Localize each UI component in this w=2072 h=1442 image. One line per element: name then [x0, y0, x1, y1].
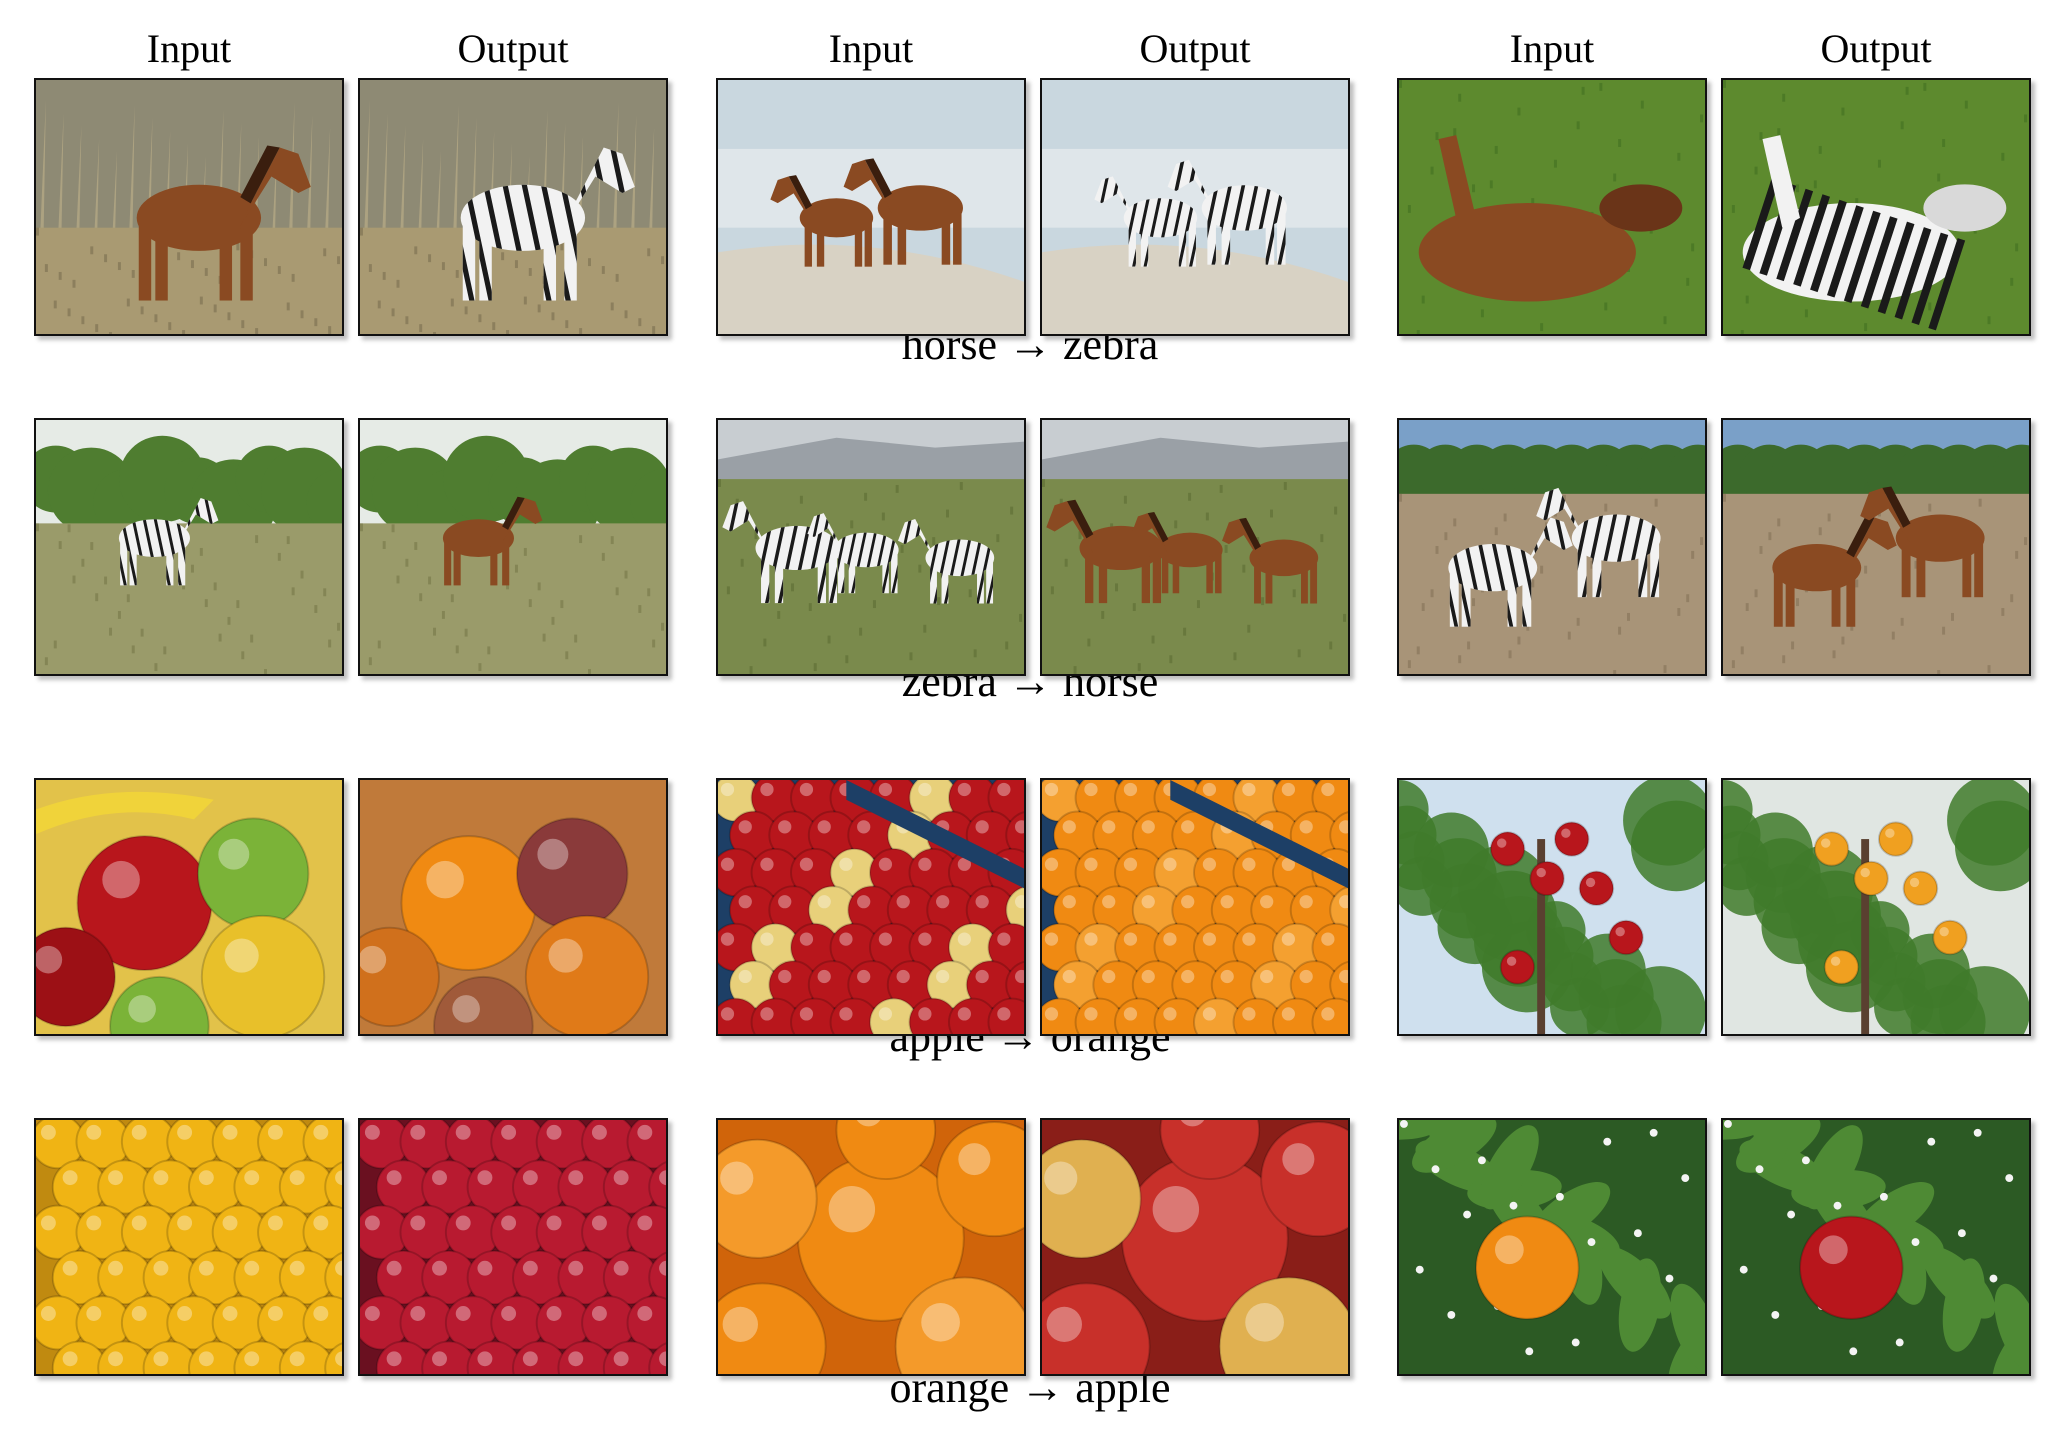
- output-image-apples-pile: [358, 1118, 668, 1376]
- output-image-horses-fighting: [1721, 418, 2031, 676]
- zebra-rolling-image: [1723, 80, 2029, 334]
- apple-tree-image: [1399, 780, 1705, 1034]
- output-image-oranges-crate: [1040, 778, 1350, 1036]
- column-header-output: Output: [1820, 26, 1932, 71]
- output-image-oranges-bowl: [358, 778, 668, 1036]
- column-header-input: Input: [146, 26, 232, 71]
- column-header-output: Output: [457, 26, 569, 71]
- horse-beach-image: [718, 80, 1024, 334]
- oranges-closeup-image: [718, 1120, 1024, 1374]
- horses-fighting-image: [1723, 420, 2029, 674]
- output-image-zebra-beach: [1040, 78, 1350, 336]
- column-header-output: Output: [1139, 26, 1251, 71]
- apples-closeup-image: [1042, 1120, 1348, 1374]
- horse-grass-image: [36, 80, 342, 334]
- zebras-fighting-image: [1399, 420, 1705, 674]
- input-image-horse-grass: [34, 78, 344, 336]
- input-image-apples-bowl: [34, 778, 344, 1036]
- oranges-pile-image: [36, 1120, 342, 1374]
- input-image-horse-rolling: [1397, 78, 1707, 336]
- output-image-horses-herd: [1040, 418, 1350, 676]
- horse-rolling-image: [1399, 80, 1705, 334]
- input-image-apple-tree: [1397, 778, 1707, 1036]
- apples-crate-image: [718, 780, 1024, 1034]
- output-image-horse-savanna: [358, 418, 668, 676]
- orange-branch-image: [1399, 1120, 1705, 1374]
- oranges-bowl-image: [360, 780, 666, 1034]
- output-image-apple-branch: [1721, 1118, 2031, 1376]
- column-header-input: Input: [1509, 26, 1595, 71]
- output-image-apples-closeup: [1040, 1118, 1350, 1376]
- horses-herd-image: [1042, 420, 1348, 674]
- output-image-zebra-rolling: [1721, 78, 2031, 336]
- input-image-zebras-fighting: [1397, 418, 1707, 676]
- column-header-input: Input: [828, 26, 914, 71]
- zebra-grass-image: [360, 80, 666, 334]
- input-image-zebras-herd: [716, 418, 1026, 676]
- apples-pile-image: [360, 1120, 666, 1374]
- apple-branch-image: [1723, 1120, 2029, 1374]
- input-image-apples-crate: [716, 778, 1026, 1036]
- oranges-crate-image: [1042, 780, 1348, 1034]
- output-image-zebra-grass: [358, 78, 668, 336]
- zebra-beach-image: [1042, 80, 1348, 334]
- input-image-oranges-closeup: [716, 1118, 1026, 1376]
- input-image-zebra-savanna: [34, 418, 344, 676]
- apples-bowl-image: [36, 780, 342, 1034]
- zebra-savanna-image: [36, 420, 342, 674]
- output-image-orange-tree: [1721, 778, 2031, 1036]
- horse-savanna-image: [360, 420, 666, 674]
- input-image-horse-beach: [716, 78, 1026, 336]
- input-image-orange-branch: [1397, 1118, 1707, 1376]
- zebras-herd-image: [718, 420, 1024, 674]
- orange-tree-image: [1723, 780, 2029, 1034]
- input-image-oranges-pile: [34, 1118, 344, 1376]
